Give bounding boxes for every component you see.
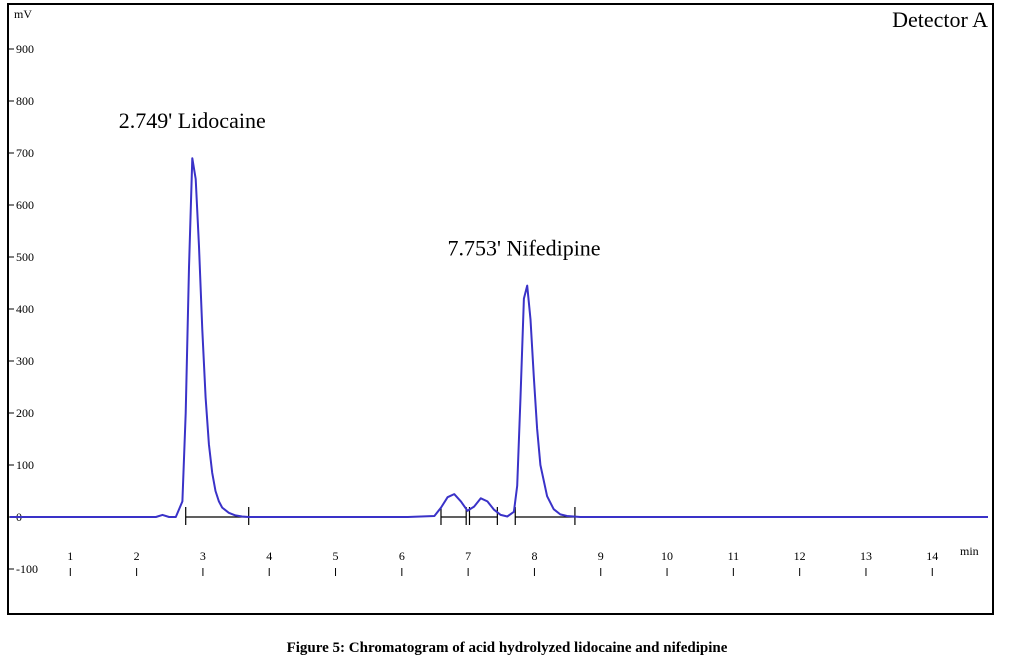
x-tick-label: 12	[794, 549, 806, 563]
x-tick-label: 2	[134, 549, 140, 563]
x-tick-label: 8	[531, 549, 537, 563]
detector-label: Detector A	[892, 7, 988, 32]
y-tick-label: 200	[16, 406, 34, 420]
y-tick-label: 900	[16, 42, 34, 56]
x-tick-label: 3	[200, 549, 206, 563]
y-tick-label: 700	[16, 146, 34, 160]
x-tick-label: 4	[266, 549, 272, 563]
x-tick-label: 6	[399, 549, 405, 563]
x-tick-label: 1	[67, 549, 73, 563]
peak-label: 2.749' Lidocaine	[119, 108, 266, 133]
x-tick-label: 10	[661, 549, 673, 563]
peak-label: 7.753' Nifedipine	[448, 236, 601, 261]
figure-caption: Figure 5: Chromatogram of acid hydrolyze…	[286, 640, 728, 656]
x-tick-label: 13	[860, 549, 872, 563]
y-tick-label: -100	[16, 562, 38, 576]
y-tick-label: 500	[16, 250, 34, 264]
peak-annotations: 2.749' Lidocaine 7.753' Nifedipine	[119, 108, 601, 260]
y-tick-label: 800	[16, 94, 34, 108]
x-tick-label: 5	[333, 549, 339, 563]
y-tick-label: 300	[16, 354, 34, 368]
x-tick-label: 7	[465, 549, 471, 563]
y-tick-label: 100	[16, 458, 34, 472]
x-tick-label: 9	[598, 549, 604, 563]
y-axis-label: mV	[14, 7, 32, 21]
trace-group	[10, 157, 988, 518]
x-tick-label: 11	[728, 549, 740, 563]
x-tick-label: 14	[926, 549, 938, 563]
x-axis: 1 2 3 4 5 6 7 8 9 10 11 12 13 14	[67, 549, 938, 576]
y-tick-label: 400	[16, 302, 34, 316]
y-tick-label: 600	[16, 198, 34, 212]
chromatogram-trace	[10, 157, 988, 518]
x-axis-label: min	[960, 544, 979, 558]
